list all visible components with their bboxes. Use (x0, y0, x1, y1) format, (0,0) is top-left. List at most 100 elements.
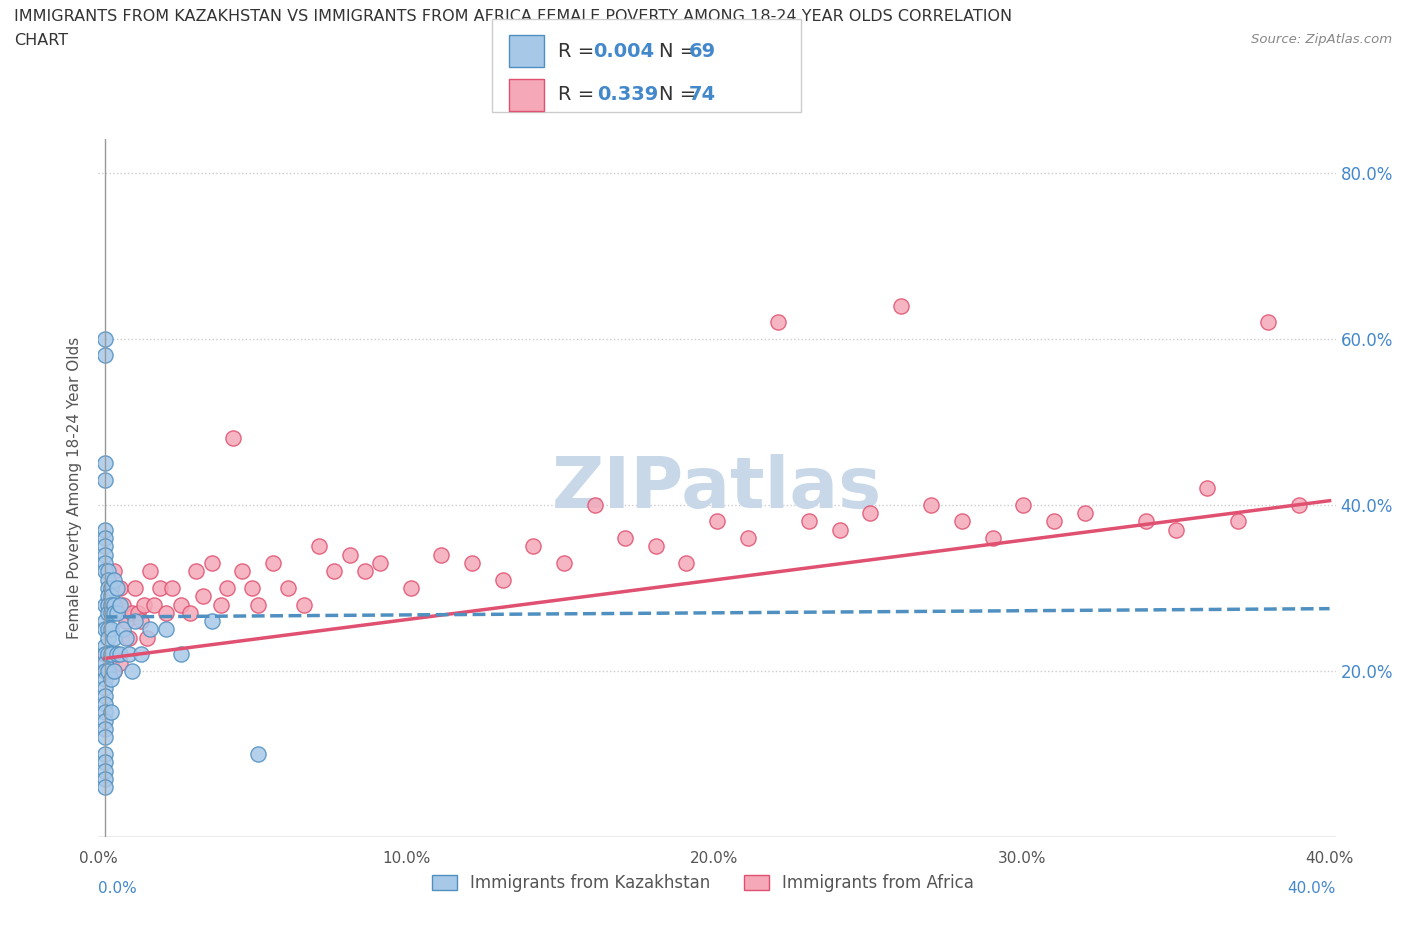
Point (1073, 506, 1095, 521)
Point (93, 523, 115, 538)
Point (100, 597, 122, 612)
Point (97, 663, 120, 678)
Point (97, 572, 120, 587)
Text: 74: 74 (689, 86, 716, 104)
Point (1197, 481, 1219, 496)
Point (93, 722, 115, 737)
Text: 0.004: 0.004 (593, 42, 654, 60)
Point (103, 572, 125, 587)
Point (828, 523, 851, 538)
Point (277, 580, 299, 595)
Point (93, 779, 115, 794)
Text: 0.0%: 0.0% (98, 881, 138, 896)
Point (614, 531, 637, 546)
Point (97, 597, 120, 612)
Point (100, 605, 122, 620)
Point (399, 580, 422, 595)
Point (859, 506, 882, 521)
Point (262, 555, 284, 570)
Point (100, 580, 122, 595)
Point (93, 688, 115, 703)
Point (103, 663, 125, 678)
Point (920, 498, 942, 512)
Point (768, 314, 790, 329)
Point (93, 713, 115, 728)
Point (1226, 514, 1249, 529)
Point (644, 539, 666, 554)
Point (93, 747, 115, 762)
Point (93, 348, 115, 363)
Point (97, 622, 120, 637)
Point (108, 656, 131, 671)
Point (155, 605, 177, 620)
Point (1012, 498, 1035, 512)
Point (240, 580, 263, 595)
Text: N =: N = (659, 42, 703, 60)
Point (93, 680, 115, 695)
Point (797, 514, 820, 529)
Point (93, 656, 115, 671)
Text: 0.0%: 0.0% (79, 851, 118, 866)
Text: R =: R = (558, 86, 607, 104)
Point (127, 605, 149, 620)
Point (890, 299, 912, 313)
Point (105, 580, 128, 595)
Point (108, 580, 131, 595)
Text: ZIPatlas: ZIPatlas (553, 454, 882, 523)
Point (339, 547, 361, 562)
Point (111, 597, 134, 612)
Point (553, 555, 575, 570)
Point (129, 647, 152, 662)
Point (222, 431, 245, 445)
Point (155, 622, 177, 637)
Point (97, 631, 120, 645)
Point (231, 564, 253, 578)
Point (93, 539, 115, 554)
Text: 0.339: 0.339 (598, 86, 659, 104)
Point (1257, 314, 1279, 329)
Point (108, 597, 131, 612)
Point (93, 647, 115, 662)
Point (108, 647, 131, 662)
Point (115, 631, 138, 645)
Point (139, 622, 162, 637)
Point (124, 580, 146, 595)
Point (981, 531, 1004, 546)
Text: 30.0%: 30.0% (997, 851, 1046, 866)
Point (97, 605, 120, 620)
Point (430, 547, 453, 562)
Point (93, 730, 115, 745)
Point (186, 564, 208, 578)
Point (105, 647, 128, 662)
Point (93, 547, 115, 562)
Point (93, 639, 115, 654)
Point (105, 597, 128, 612)
Point (706, 514, 728, 529)
Point (100, 580, 122, 595)
Point (492, 572, 515, 587)
Point (100, 589, 122, 604)
Point (111, 622, 134, 637)
Point (93, 331, 115, 346)
Point (737, 531, 759, 546)
Point (354, 564, 377, 578)
Point (118, 631, 141, 645)
Point (100, 647, 122, 662)
Point (121, 663, 143, 678)
Point (136, 631, 159, 645)
Point (134, 597, 156, 612)
Point (115, 614, 138, 629)
Point (93, 622, 115, 637)
Point (160, 580, 183, 595)
Point (97, 597, 120, 612)
Point (97, 647, 120, 662)
Point (93, 555, 115, 570)
Text: Source: ZipAtlas.com: Source: ZipAtlas.com (1251, 33, 1392, 46)
Point (149, 580, 172, 595)
Point (97, 580, 120, 595)
Point (1043, 514, 1066, 529)
Point (100, 705, 122, 720)
Legend: Immigrants from Kazakhstan, Immigrants from Africa: Immigrants from Kazakhstan, Immigrants f… (425, 867, 981, 898)
Point (246, 747, 269, 762)
Text: IMMIGRANTS FROM KAZAKHSTAN VS IMMIGRANTS FROM AFRICA FEMALE POVERTY AMONG 18-24 : IMMIGRANTS FROM KAZAKHSTAN VS IMMIGRANTS… (14, 9, 1012, 24)
